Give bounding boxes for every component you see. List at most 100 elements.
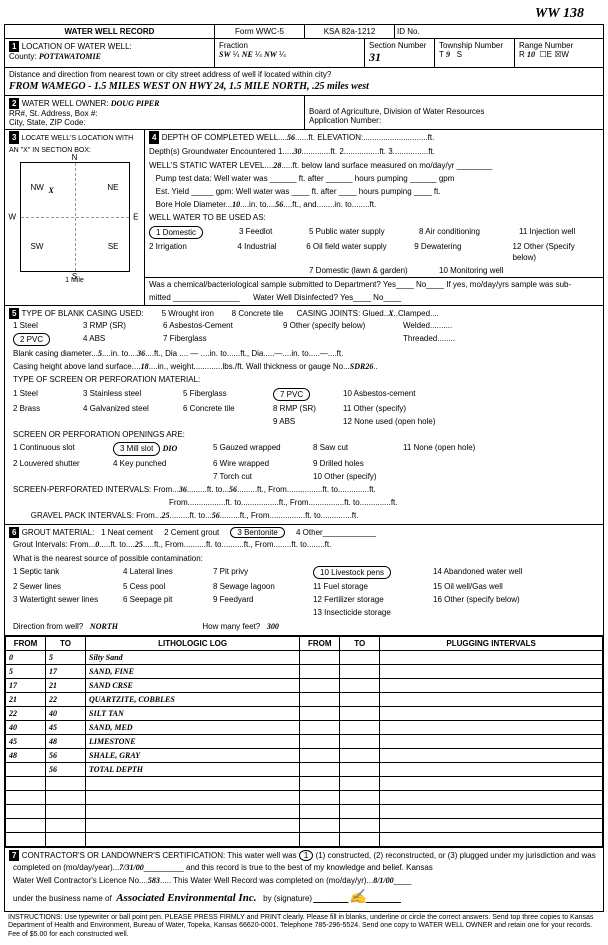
bd-to: 36 xyxy=(137,349,145,358)
gravel-from: 25 xyxy=(162,511,170,520)
s7-pvc: 7 PVC xyxy=(273,388,310,401)
c7: 7 Fiberglass xyxy=(163,333,283,346)
section-num-7: 7 xyxy=(9,850,19,861)
comp-label: This Water Well Record was completed on … xyxy=(173,876,366,885)
disinfect: Water Well Disinfected? Yes xyxy=(253,293,353,302)
gi-from: 0 xyxy=(95,540,99,549)
cert-circled-1: 1 xyxy=(299,850,313,861)
p14: 14 Abandoned water well xyxy=(433,566,522,579)
use3: 3 Feedlot xyxy=(239,226,309,239)
static-unit: ft. below land surface measured on mo/da… xyxy=(293,161,455,170)
c8: 8 Concrete tile xyxy=(232,309,284,318)
form-num: Form WWC-5 xyxy=(215,25,305,38)
p11: 11 Fuel storage xyxy=(313,581,433,592)
p4: 4 Lateral lines xyxy=(123,566,213,579)
g4: 4 Other xyxy=(296,528,323,537)
use10: 10 Monitoring well xyxy=(439,265,503,276)
table-row: 56TOTAL DEPTH xyxy=(6,762,603,776)
p8: 8 Sewage lagoon xyxy=(213,581,313,592)
sig-label: by (signature) xyxy=(263,894,312,903)
loc-nw: NW xyxy=(31,183,44,192)
o10: 10 Other (specify) xyxy=(313,471,403,482)
p10-livestock: 10 Livestock pens xyxy=(313,566,391,579)
location-box: N S E W NW NE SW SE X xyxy=(20,162,130,272)
sec3-title: LOCATE WELL'S LOCATION WITH AN "X" IN SE… xyxy=(9,135,133,154)
section4-cell: 4 DEPTH OF COMPLETED WELL....56......ft.… xyxy=(145,130,603,304)
section2-row: 2 WATER WELL OWNER: DOUG PIPER RR#, St. … xyxy=(5,96,603,130)
contam-label: What is the nearest source of possible c… xyxy=(13,554,203,563)
section-num-2: 2 xyxy=(9,98,19,109)
form-container: WATER WELL RECORD Form WWC-5 KSA 82a-121… xyxy=(4,24,604,912)
lic-label: Water Well Contractor's Licence No. xyxy=(13,876,141,885)
date-value: 7/31/00 xyxy=(119,863,143,872)
s9: 9 ABS xyxy=(273,416,343,427)
section1-row: 1 LOCATION OF WATER WELL: County: POTTAW… xyxy=(5,39,603,68)
chem-label: Was a chemical/bacteriological sample su… xyxy=(149,280,396,289)
loc-s: S xyxy=(72,272,77,281)
board-text: Board of Agriculture, Division of Water … xyxy=(309,107,484,116)
o3-millslot: 3 Mill slot xyxy=(113,442,160,455)
addr-label: RR#, St. Address, Box #: xyxy=(9,109,97,118)
o8: 8 Saw cut xyxy=(313,442,403,455)
cert2: and this record is true to the best of m… xyxy=(186,863,433,872)
use2: 2 Irrigation xyxy=(149,241,237,263)
signature: _____✍_____ xyxy=(314,890,401,905)
c1: 1 Steel xyxy=(13,320,83,331)
table-row: 4045SAND, MED xyxy=(6,720,603,734)
o11: 11 None (open hole) xyxy=(403,442,475,455)
c1-text: (1) constructed, (2) reconstructed, or (… xyxy=(316,851,596,860)
sec6-title: GROUT MATERIAL: xyxy=(22,528,95,537)
p12: 12 Fertilizer storage xyxy=(313,594,433,605)
township-value: 9 xyxy=(446,50,450,59)
static-value: 28 xyxy=(273,161,281,170)
table-row xyxy=(6,818,603,832)
s2: 2 Brass xyxy=(13,403,83,414)
o1: 1 Continuous slot xyxy=(13,442,113,455)
use-domestic: 1 Domestic xyxy=(149,226,203,239)
lic-value: 583 xyxy=(148,876,160,885)
c3: 3 RMP (SR) xyxy=(83,320,163,331)
c6: 6 Asbestos-Cement xyxy=(163,320,283,331)
frac3: NW xyxy=(264,50,277,59)
p3: 3 Watertight sewer lines xyxy=(13,594,123,605)
o5: 5 Gauzed wrapped xyxy=(213,442,313,455)
c2-pvc: 2 PVC xyxy=(13,333,50,346)
p6: 6 Seepage pit xyxy=(123,594,213,605)
wall-label: Wall thickness or gauge No. xyxy=(246,362,345,371)
s11: 11 Other (specify) xyxy=(343,403,406,414)
p9: 9 Feedyard xyxy=(213,594,313,605)
date-label: completed on (mo/day/year) xyxy=(13,863,113,872)
section-num-1: 1 xyxy=(9,41,19,52)
handwritten-id: WW 138 xyxy=(4,4,604,24)
joints: CASING JOINTS: Glued xyxy=(297,309,384,318)
use8: 8 Air conditioning xyxy=(419,226,519,239)
sec7-title: CONTRACTOR'S OR LANDOWNER'S CERTIFICATIO… xyxy=(22,851,226,860)
use5: 5 Public water supply xyxy=(309,226,419,239)
loc-e: E xyxy=(133,213,138,222)
o3b: DIO xyxy=(163,444,178,453)
s5: 5 Fiberglass xyxy=(183,388,273,401)
o7: 7 Torch cut xyxy=(213,471,313,482)
feet-label: How many feet? xyxy=(202,622,260,631)
ksa: KSA 82a-1212 xyxy=(305,25,395,38)
sec1-title: LOCATION OF WATER WELL: xyxy=(22,42,132,51)
c5: 5 Wrought iron xyxy=(162,309,214,318)
section-value: 31 xyxy=(369,50,381,64)
gw1: 30 xyxy=(294,147,302,156)
gravel-to: 56 xyxy=(212,511,220,520)
comp-value: 8/1/00 xyxy=(373,876,393,885)
table-row xyxy=(6,790,603,804)
p16: 16 Other (specify below) xyxy=(433,594,520,605)
section-num-5: 5 xyxy=(9,308,19,319)
bore-to: 56 xyxy=(275,200,283,209)
table-row: 2122QUARTZITE, COBBLES xyxy=(6,692,603,706)
county-label: County: xyxy=(9,52,37,61)
table-row: 05Silty Sand xyxy=(6,650,603,664)
sec5-title: TYPE OF BLANK CASING USED: xyxy=(22,309,144,318)
sec4-title: DEPTH OF COMPLETED WELL xyxy=(162,133,278,142)
owner-value: DOUG PIPER xyxy=(111,99,160,108)
section6: 6 GROUT MATERIAL: 1 Neat cement 2 Cement… xyxy=(5,525,603,635)
loc-se: SE xyxy=(108,242,119,251)
range-ew: ☐E ☒W xyxy=(539,50,568,59)
table-row: 4548LIMESTONE xyxy=(6,734,603,748)
